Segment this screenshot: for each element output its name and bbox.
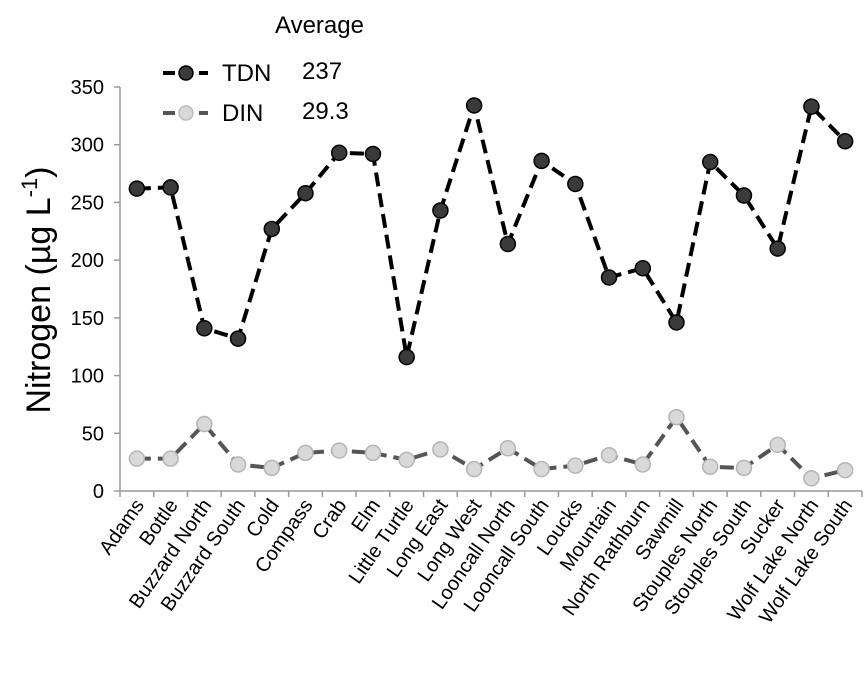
data-point-tdn: [162, 179, 179, 196]
y-tick-label: 150: [71, 308, 104, 330]
data-point-tdn: [297, 184, 314, 202]
data-point-tdn: [567, 175, 584, 193]
data-point-din: [297, 444, 314, 462]
data-point-din: [836, 461, 854, 479]
y-axis-label-sup: -1: [17, 178, 42, 198]
legend-tdn-marker: [178, 65, 194, 81]
data-point-din: [567, 457, 584, 474]
data-point-tdn: [398, 348, 415, 366]
y-tick-label: 250: [71, 192, 104, 214]
y-tick-label: 350: [71, 77, 104, 99]
data-point-din: [634, 456, 652, 473]
data-point-tdn: [499, 235, 517, 253]
data-point-din: [465, 460, 483, 478]
data-point-din: [600, 446, 618, 464]
data-point-din: [769, 436, 786, 454]
series-tdn: [128, 97, 854, 366]
series-din: [128, 408, 854, 487]
series-line-tdn: [136, 103, 847, 360]
series-layer: [128, 97, 854, 487]
series-line-din: [136, 415, 846, 481]
data-point-tdn: [196, 319, 213, 337]
data-point-din: [229, 456, 247, 473]
data-point-tdn: [634, 259, 652, 277]
data-point-din: [803, 470, 820, 487]
data-point-tdn: [803, 98, 820, 115]
data-point-tdn: [263, 220, 281, 238]
data-point-tdn: [229, 330, 247, 347]
x-category-label: Adams: [95, 495, 149, 559]
y-tick-label: 300: [71, 135, 104, 157]
data-point-din: [196, 415, 213, 433]
y-ticks: 0 50 100 150 200 250 300 350: [71, 77, 120, 503]
data-point-tdn: [364, 145, 382, 163]
data-point-tdn: [836, 133, 854, 150]
data-point-din: [432, 441, 449, 458]
legend-din-label: DIN: [222, 100, 263, 127]
y-axis-label-close: ): [20, 166, 58, 177]
data-point-tdn: [533, 152, 550, 170]
y-tick-label: 50: [82, 423, 104, 445]
y-axis-label: Nitrogen (µg L-1): [17, 166, 58, 413]
data-point-tdn: [330, 144, 348, 162]
y-tick-label: 200: [71, 250, 104, 272]
data-point-din: [364, 444, 382, 462]
data-point-tdn: [735, 187, 753, 204]
data-point-din: [701, 458, 719, 476]
legend-tdn-label: TDN: [222, 60, 271, 87]
data-point-din: [162, 450, 179, 467]
data-point-tdn: [600, 269, 618, 286]
data-point-din: [330, 442, 348, 459]
data-point-din: [533, 460, 550, 478]
data-point-din: [263, 459, 281, 477]
data-point-tdn: [465, 97, 483, 114]
x-category-label: Crab: [308, 495, 351, 543]
data-point-din: [128, 450, 146, 467]
y-tick-label: 0: [93, 481, 104, 503]
data-point-din: [499, 440, 517, 457]
data-point-tdn: [432, 202, 449, 219]
y-axis-label-main: Nitrogen (µg L: [20, 197, 58, 413]
legend-din-average: 29.3: [302, 98, 349, 125]
data-point-tdn: [769, 240, 786, 257]
legend-title: Average: [275, 12, 364, 39]
data-point-tdn: [128, 180, 146, 197]
data-point-tdn: [701, 153, 719, 171]
legend-din-marker: [178, 105, 194, 121]
y-tick-label: 100: [71, 366, 104, 388]
data-point-din: [735, 459, 753, 477]
legend: Average TDN 237 DIN 29.3: [163, 12, 364, 127]
data-point-din: [668, 408, 685, 426]
legend-tdn-average: 237: [302, 58, 342, 85]
data-point-tdn: [668, 314, 685, 331]
axes: [119, 87, 862, 492]
data-point-din: [398, 451, 415, 469]
